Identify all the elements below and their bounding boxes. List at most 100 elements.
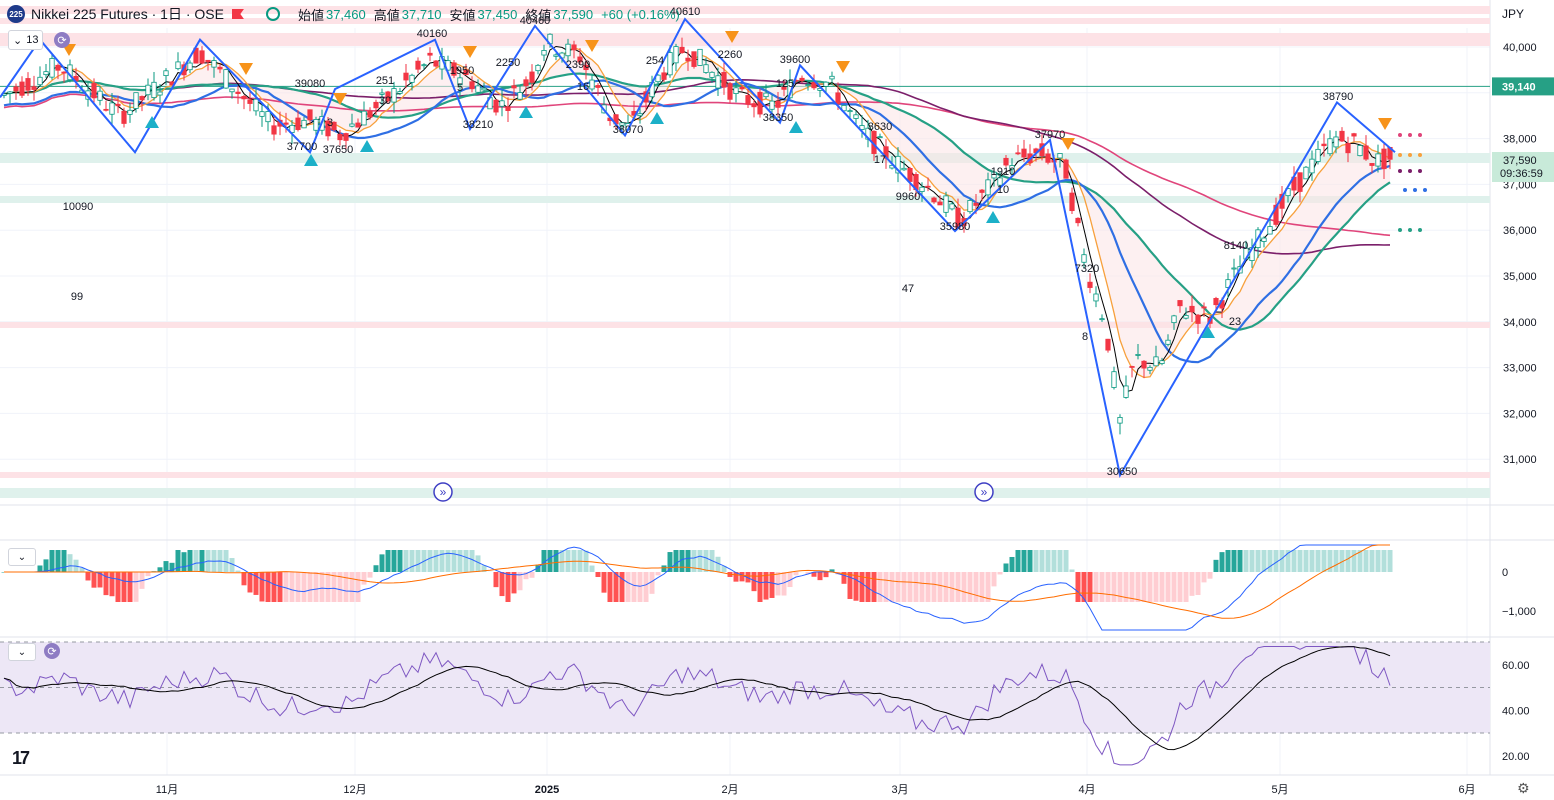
macd-histogram-bar xyxy=(1345,550,1351,572)
flag-icon[interactable] xyxy=(231,9,244,19)
candle-body xyxy=(1321,143,1327,147)
symbol-logo[interactable]: 225 xyxy=(7,5,25,23)
macd-signal-line xyxy=(4,544,1390,619)
tradingview-logo-icon[interactable]: 17 xyxy=(12,748,30,768)
macd-histogram-bar xyxy=(319,572,325,602)
annotation-label: 2250 xyxy=(496,57,520,69)
candle-body xyxy=(61,71,67,74)
macd-histogram-bar xyxy=(745,572,751,583)
candle-body xyxy=(1231,267,1237,270)
macd-histogram-bar xyxy=(313,572,319,602)
macd-histogram-bar xyxy=(547,550,553,572)
rsi-tick-label: 40.00 xyxy=(1502,705,1530,717)
candle-body xyxy=(1081,254,1087,263)
candle-body xyxy=(1171,315,1177,324)
candle-body xyxy=(241,96,247,100)
macd-histogram-bar xyxy=(1141,572,1147,602)
symbol-title[interactable]: Nikkei 225 Futures · 1日 · OSE xyxy=(31,6,224,22)
currency-label: JPY xyxy=(1502,7,1524,21)
candle-body xyxy=(595,85,601,88)
macd-histogram-bar xyxy=(1045,550,1051,572)
macd-histogram-bar xyxy=(1117,572,1123,602)
macd-histogram-bar xyxy=(631,572,637,602)
candle-body xyxy=(415,60,421,70)
annotation-label: 99 xyxy=(71,291,83,303)
candle-body xyxy=(907,167,913,182)
macd-histogram-bar xyxy=(133,572,139,602)
projection-dot xyxy=(1413,188,1417,192)
price-tick-label: 32,000 xyxy=(1503,408,1537,420)
candle-body xyxy=(313,119,319,131)
macd-legend-toggle[interactable]: ⌄ xyxy=(8,548,36,566)
ema-black-line xyxy=(3,45,1391,393)
macd-histogram-bar xyxy=(541,550,547,572)
candle-body xyxy=(391,88,397,103)
buy-signal-marker xyxy=(304,154,318,166)
macd-histogram-bar xyxy=(85,572,91,581)
projection-dot xyxy=(1398,228,1402,232)
candle-body xyxy=(271,125,277,135)
candle-body xyxy=(667,52,673,76)
candle-body xyxy=(1009,165,1015,170)
market-status-icon[interactable] xyxy=(265,7,280,21)
macd-histogram-bar xyxy=(193,550,199,572)
macd-histogram-bar xyxy=(61,550,67,572)
macd-histogram-bar xyxy=(817,572,823,581)
indicator-legend-toggle[interactable]: ⌄ 13 xyxy=(8,30,44,50)
candle-body xyxy=(361,110,367,126)
projection-dot xyxy=(1398,169,1402,173)
macd-histogram-bar xyxy=(1105,572,1111,602)
annotation-label: 2390 xyxy=(566,59,590,71)
macd-histogram-bar xyxy=(967,572,973,602)
candle-body xyxy=(475,85,481,93)
price-tick-label: 33,000 xyxy=(1503,363,1537,375)
macd-histogram-bar xyxy=(1069,569,1075,572)
candle-body xyxy=(985,179,991,196)
projection-dot xyxy=(1408,228,1412,232)
sell-signal-marker xyxy=(836,61,850,73)
candle-body xyxy=(307,109,313,121)
close-label: 終値 xyxy=(525,7,552,23)
macd-histogram-bar xyxy=(607,572,613,602)
event-marker-icon xyxy=(433,482,453,502)
candle-body xyxy=(409,74,415,83)
macd-histogram-bar xyxy=(1291,550,1297,572)
macd-histogram-bar xyxy=(43,559,49,572)
rsi-refresh-icon[interactable]: ⟳ xyxy=(44,643,60,659)
candle-body xyxy=(949,203,955,210)
candle-body xyxy=(127,109,133,115)
macd-histogram-bar xyxy=(529,572,535,578)
macd-histogram-bar xyxy=(67,554,73,572)
candle-body xyxy=(217,66,223,70)
candle-body xyxy=(997,177,1003,186)
annotation-label: 2260 xyxy=(718,49,742,61)
rsi-legend-toggle[interactable]: ⌄ xyxy=(8,643,36,661)
annotation-label: 3 xyxy=(327,117,333,129)
macd-histogram-bar xyxy=(1237,550,1243,572)
candle-body xyxy=(829,75,835,80)
price-tick-label: 37,000 xyxy=(1503,179,1537,191)
macd-histogram-bar xyxy=(379,554,385,572)
rsi-tick-label: 60.00 xyxy=(1502,660,1530,672)
macd-histogram-bar xyxy=(883,572,889,602)
annotation-label: 16 xyxy=(577,81,589,93)
macd-histogram-bar xyxy=(1111,572,1117,602)
macd-histogram-bar xyxy=(1015,550,1021,572)
candle-body xyxy=(1327,138,1333,155)
macd-histogram-bar xyxy=(1225,550,1231,572)
macd-histogram-bar xyxy=(673,550,679,572)
settings-gear-icon[interactable]: ⚙ xyxy=(1517,780,1530,796)
macd-histogram-bar xyxy=(415,550,421,572)
zone-band xyxy=(0,322,1490,328)
annotation-label: 251 xyxy=(376,75,394,87)
macd-histogram-bar xyxy=(223,550,229,572)
candle-body xyxy=(157,91,163,96)
sell-signal-marker xyxy=(585,40,599,52)
zigzag-path xyxy=(0,17,1396,478)
macd-histogram-bar xyxy=(283,572,289,602)
refresh-icon[interactable]: ⟳ xyxy=(54,32,70,48)
macd-histogram-bar xyxy=(1021,550,1027,572)
candle-body xyxy=(1309,158,1315,174)
zone-band xyxy=(0,33,1490,46)
